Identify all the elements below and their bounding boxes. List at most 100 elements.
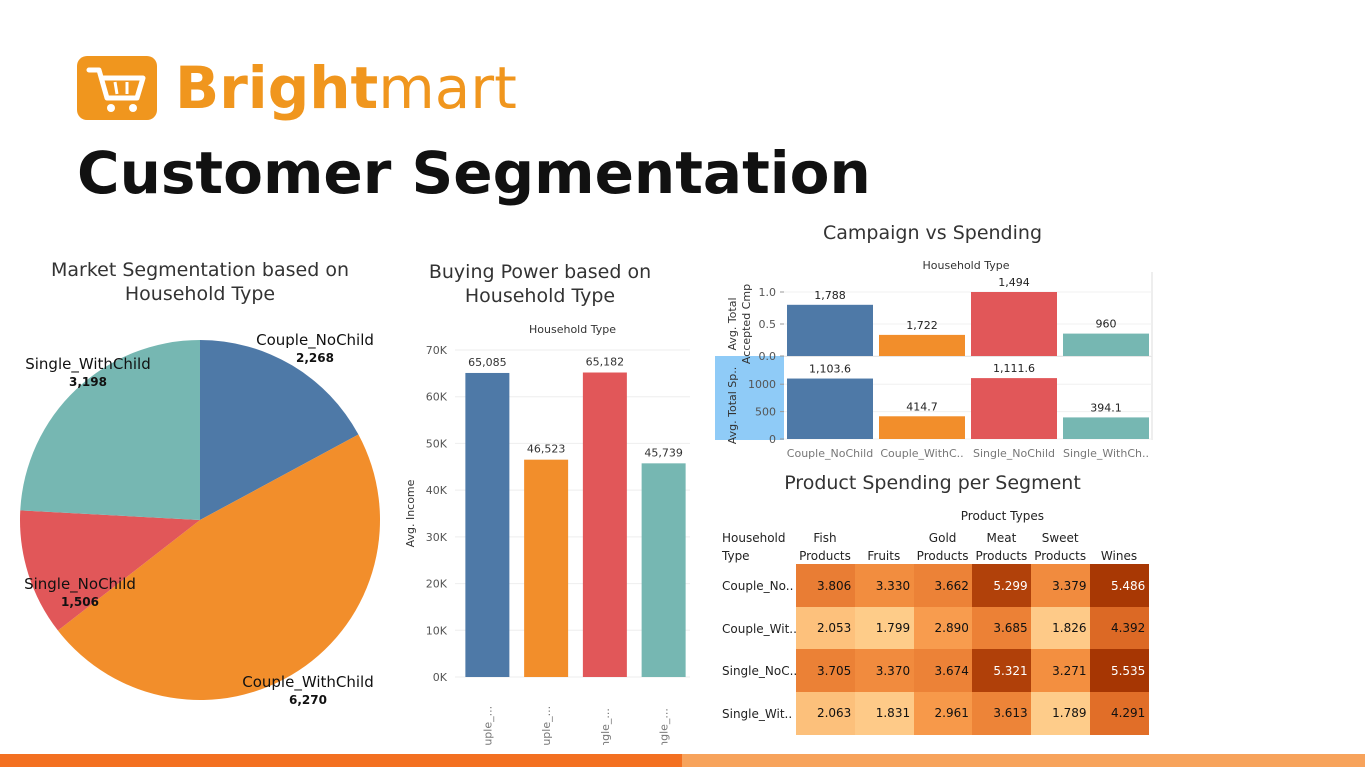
heatmap-cell: 3.685 [972, 606, 1032, 650]
x-tick-label: Couple_... [540, 706, 553, 745]
campaign-bar-label: 414.7 [906, 400, 938, 413]
y-tick-label: 30K [426, 531, 448, 544]
pie-slice-value: 1,506 [61, 595, 99, 609]
y-tick-label: 60K [426, 391, 448, 404]
campaign-bar[interactable] [787, 378, 873, 439]
heatmap-cell: 4.392 [1090, 606, 1150, 650]
heatmap-cell: 3.370 [854, 649, 915, 693]
pie-slice-label: Couple_WithChild [242, 673, 373, 692]
pie-slice[interactable] [200, 340, 359, 520]
heatmap-cell: 5.299 [972, 564, 1032, 608]
brand-name-light: mart [378, 54, 517, 122]
heatmap-cell: 3.806 [796, 564, 856, 608]
heatmap-cell: 3.330 [854, 564, 915, 608]
pie-slice-label: Single_NoChild [24, 575, 136, 594]
x-tick-label: Couple_WithC.. [880, 447, 963, 460]
page-title: Customer Segmentation [77, 139, 871, 207]
bar[interactable] [641, 463, 686, 677]
pie-slice-value: 3,198 [69, 375, 107, 389]
campaign-chart-title: Campaign vs Spending [822, 222, 1043, 244]
heatmap-column-label: Products [916, 549, 969, 563]
y-tick-label: 50K [426, 437, 448, 450]
heatmap-column-label: Gold [928, 531, 957, 545]
heatmap-column-label: Products [975, 549, 1028, 563]
heatmap-cell: 1.799 [854, 606, 915, 650]
heatmap-column-label: Products [1034, 549, 1087, 563]
heatmap-row-header: Type [722, 549, 750, 563]
x-tick-label: Single_... [658, 708, 671, 745]
brand-logo-text: Brightmart [175, 50, 517, 126]
heatmap-cell: 2.063 [796, 691, 856, 735]
bar-chart-header: Household Type [529, 323, 616, 336]
axis-highlight [715, 356, 784, 440]
y-tick-label: 40K [426, 484, 448, 497]
heatmap-header: Product Types [960, 509, 1044, 523]
heatmap-title: Product Spending per Segment [784, 472, 1081, 494]
campaign-bar-label: 1,722 [906, 319, 938, 332]
heatmap-column-label: Fish [813, 531, 837, 545]
y-tick-label: 1000 [748, 378, 776, 391]
heatmap-cell: 2.961 [913, 691, 973, 735]
campaign-bar[interactable] [787, 304, 873, 356]
heatmap-row-label: Couple_No.. [722, 579, 794, 593]
campaign-bar-label: 1,788 [814, 289, 846, 302]
heatmap-cell: 3.674 [913, 649, 973, 693]
heatmap-column-label: Fruits [867, 549, 901, 563]
y-tick-label: 0.0 [759, 350, 777, 363]
heatmap-cell: 1.826 [1031, 606, 1091, 650]
campaign-bar-label: 1,103.6 [809, 363, 851, 376]
heatmap-cell: 5.321 [972, 649, 1032, 693]
campaign-bar[interactable] [879, 334, 965, 356]
footer-bar-primary [0, 754, 682, 767]
heatmap-cell: 3.705 [796, 649, 856, 693]
buying-power-chart: Household Type 0K 10K 20K 30K 40K 50K 60K 70K Avg… [404, 323, 690, 745]
heatmap-cell: 1.789 [1031, 691, 1091, 735]
bar-value-label: 65,182 [586, 356, 625, 369]
y-tick-label: 1.0 [759, 286, 777, 299]
heatmap-row-label: Single_Wit.. [722, 706, 793, 721]
bar[interactable] [465, 372, 510, 677]
campaign-bar-label: 1,494 [998, 276, 1030, 289]
y-tick-label: 500 [755, 406, 776, 419]
y-tick-label: 70K [426, 344, 448, 357]
pie-slice[interactable] [57, 434, 381, 701]
bar[interactable] [524, 459, 569, 677]
heatmap-cell: 3.613 [972, 691, 1032, 735]
heatmap-row-header: Household [722, 531, 786, 545]
x-tick-label: Single_WithCh.. [1063, 447, 1149, 460]
pie-slice[interactable] [20, 340, 200, 520]
y-tick-label: 10K [426, 624, 448, 637]
bar-value-label: 45,739 [644, 446, 683, 459]
campaign-chart-header: Household Type [923, 259, 1010, 272]
heatmap-cell: 5.535 [1090, 649, 1150, 693]
y-tick-label: 20K [426, 578, 448, 591]
campaign-bar[interactable] [1063, 417, 1149, 439]
heatmap-column-label: Sweet [1041, 531, 1079, 545]
heatmap-cell: 3.379 [1031, 564, 1091, 608]
campaign-bar[interactable] [1063, 333, 1149, 356]
y-axis-label: Avg. Income [404, 479, 417, 547]
heatmap-cell: 2.890 [913, 606, 973, 650]
heatmap-row-label: Single_NoC.. [722, 664, 798, 679]
y-tick-label: 0 [769, 433, 776, 446]
pie-slice-value: 6,270 [289, 693, 327, 707]
bar-value-label: 65,085 [468, 356, 507, 369]
x-tick-label: Couple_NoChild [787, 447, 873, 460]
bar[interactable] [582, 372, 627, 677]
y-tick-label: 0K [433, 671, 448, 684]
heatmap-column-label: Meat [986, 531, 1017, 545]
heatmap-cell: 2.053 [796, 606, 856, 650]
y-axis-label: Avg. Total Sp.. [726, 367, 739, 445]
x-tick-label: Single_... [599, 708, 612, 745]
campaign-bar[interactable] [971, 378, 1057, 439]
bar-value-label: 46,523 [527, 443, 566, 456]
campaign-bar[interactable] [879, 416, 965, 439]
x-tick-label: Couple_... [481, 706, 494, 745]
pie-slice[interactable] [19, 510, 200, 631]
campaign-bar[interactable] [971, 292, 1057, 356]
y-axis-label: Accepted Cmp [740, 284, 753, 364]
heatmap-cell: 3.662 [913, 564, 973, 608]
heatmap-column-label: Products [799, 549, 851, 563]
cart-logo-icon [77, 56, 157, 120]
